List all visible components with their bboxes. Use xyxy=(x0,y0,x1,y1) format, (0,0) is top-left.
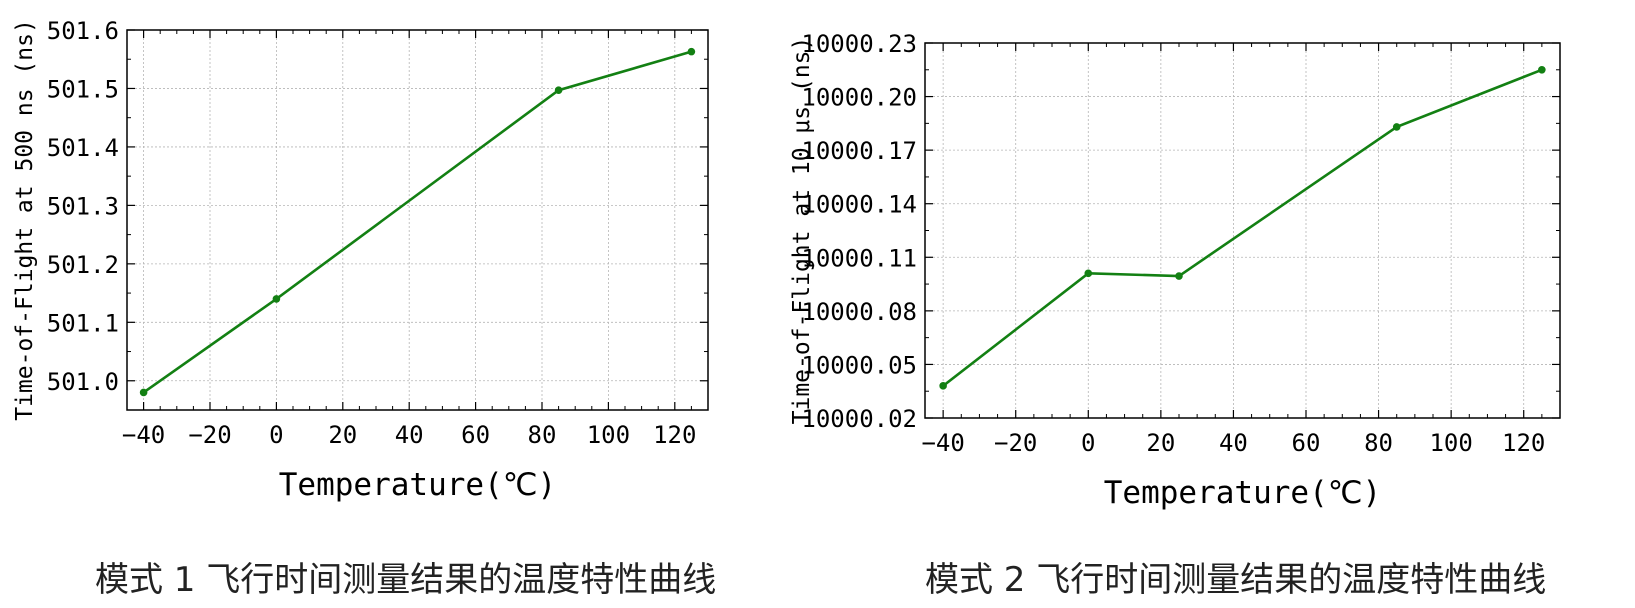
data-point xyxy=(939,382,947,390)
data-point xyxy=(272,295,281,303)
plot-frame xyxy=(126,29,709,411)
x-tick-label: −20 xyxy=(188,421,231,449)
x-tick-label: 20 xyxy=(1146,429,1175,457)
y-tick-label: 501.1 xyxy=(47,309,119,337)
chart-mode-1: −40 −20 0 20 40 60 80 100 120 501.0 501.1 501.2 501.… xyxy=(0,0,760,534)
x-tick-label: −20 xyxy=(994,429,1037,457)
x-tick-label: −40 xyxy=(122,421,165,449)
caption-mode-2: 模式 2 飞行时间测量结果的温度特性曲线 xyxy=(925,560,1547,600)
y-tick-label: 10000.05 xyxy=(801,351,917,379)
data-point xyxy=(1538,65,1546,74)
x-tick-label: 0 xyxy=(1081,429,1095,457)
x-tick-label: 20 xyxy=(328,421,357,449)
y-tick-label: 10000.17 xyxy=(801,137,917,165)
x-tick-label: 100 xyxy=(587,421,630,449)
x-tick-label: 100 xyxy=(1429,429,1472,457)
x-tick-label: 80 xyxy=(528,421,557,449)
chart-mode-2-svg: −40 −20 0 20 40 60 80 100 120 10000.02 10000.05 100… xyxy=(789,30,1561,511)
x-tick-label: 40 xyxy=(395,421,424,449)
y-tick-label: 10000.23 xyxy=(801,30,917,58)
y-tick-label: 501.0 xyxy=(47,368,119,396)
chart-mode-2: −40 −20 0 20 40 60 80 100 120 10000.02 10000.05 100… xyxy=(789,0,1635,534)
y-tick-label: 10000.08 xyxy=(801,298,917,326)
x-axis-label: Temperature(℃) xyxy=(1104,475,1381,511)
x-axis-label: Temperature(℃) xyxy=(279,467,556,503)
x-tick-label: 60 xyxy=(1292,429,1321,457)
data-point xyxy=(554,86,563,95)
y-tick-label: 10000.11 xyxy=(801,244,917,272)
plot-frame xyxy=(924,42,1561,419)
data-point xyxy=(687,47,696,56)
y-tick-label: 501.6 xyxy=(47,17,119,45)
y-tick-label: 10000.02 xyxy=(801,405,917,433)
data-point xyxy=(1392,123,1401,131)
y-axis-label: Time-of-Flight at 500 ns (ns) xyxy=(12,19,38,421)
x-tick-label: 80 xyxy=(1364,429,1393,457)
y-tick-label: 10000.20 xyxy=(801,84,917,112)
x-tick-label: 60 xyxy=(461,421,490,449)
y-tick-label: 501.5 xyxy=(47,75,119,103)
series-line xyxy=(942,68,1543,387)
caption-mode-1: 模式 1 飞行时间测量结果的温度特性曲线 xyxy=(95,560,717,600)
x-tick-label: 0 xyxy=(269,421,283,449)
y-tick-label: 10000.14 xyxy=(801,191,917,219)
y-tick-label: 501.3 xyxy=(47,192,119,220)
y-tick-label: 501.4 xyxy=(47,134,119,162)
x-tick-label: 120 xyxy=(653,421,696,449)
x-tick-label: −40 xyxy=(921,429,964,457)
series-line xyxy=(142,50,692,394)
data-point xyxy=(1175,272,1183,280)
y-axis-label: Time-of-Flight at 10 μs (ns) xyxy=(790,37,815,425)
data-point xyxy=(139,388,148,397)
chart-mode-1-svg: −40 −20 0 20 40 60 80 100 120 501.0 501.1 501.2 501.… xyxy=(12,17,709,503)
x-tick-label: 40 xyxy=(1219,429,1248,457)
x-tick-label: 120 xyxy=(1502,429,1545,457)
data-point xyxy=(1084,269,1093,278)
y-tick-label: 501.2 xyxy=(47,251,119,279)
